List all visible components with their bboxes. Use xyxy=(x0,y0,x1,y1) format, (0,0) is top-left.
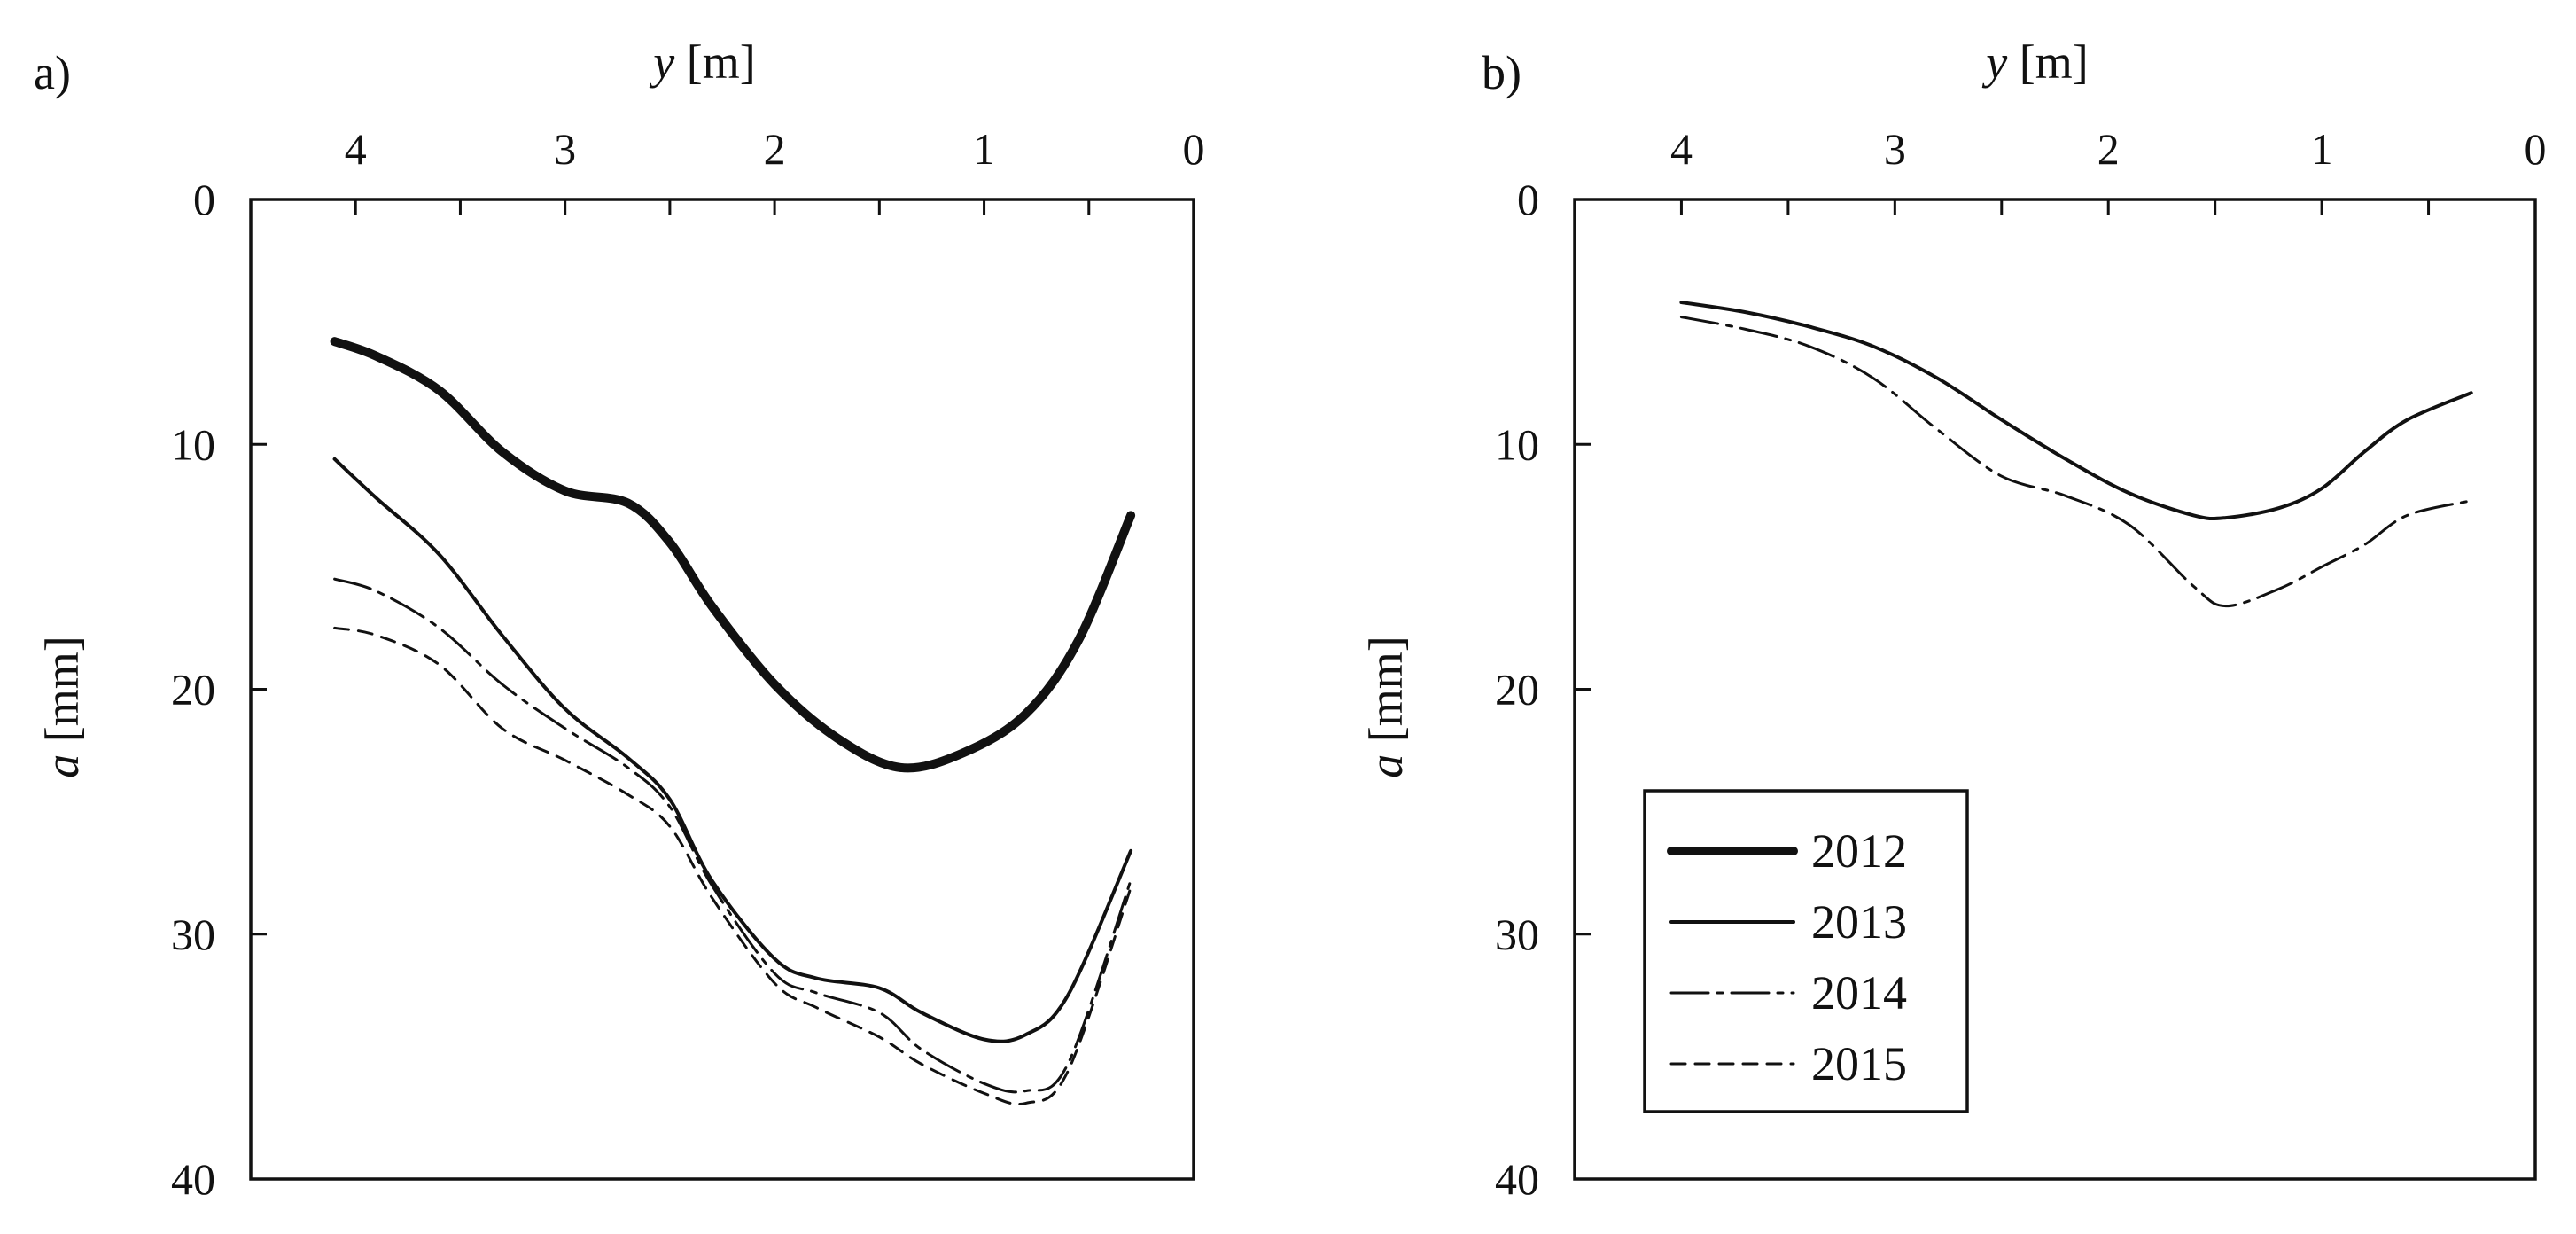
x-axis-variable: y xyxy=(649,35,674,89)
y-axis-title: a [mm] xyxy=(1359,636,1413,777)
x-tick-label: 1 xyxy=(2311,124,2333,174)
legend-label: 2012 xyxy=(1811,824,1907,878)
panel-label: b) xyxy=(1482,46,1521,99)
x-tick-label: 0 xyxy=(1183,124,1205,174)
y-tick-label: 10 xyxy=(1495,419,1539,469)
legend-box xyxy=(1643,789,1969,1113)
y-tick-label: 40 xyxy=(171,1154,215,1204)
legend-label: 2014 xyxy=(1811,966,1907,1019)
plot-frame xyxy=(1573,198,2537,1181)
series-line-2013 xyxy=(1679,301,2473,521)
x-tick-label: 2 xyxy=(764,124,786,174)
legend-label: 2013 xyxy=(1811,895,1907,949)
series-line-2014 xyxy=(333,577,1132,1094)
y-axis-variable: a xyxy=(35,754,89,778)
panel-label: a) xyxy=(34,46,71,99)
legend: 2012 2013 2014 2015 xyxy=(1643,789,1969,1113)
x-axis-title: y [m] xyxy=(649,35,755,89)
y-tick-label: 10 xyxy=(171,419,215,469)
x-axis-unit: [m] xyxy=(674,35,755,89)
y-axis-variable: a xyxy=(1359,754,1413,778)
y-axis-unit: [mm] xyxy=(1359,636,1413,754)
y-tick-label: 30 xyxy=(171,910,215,959)
series-line-2012 xyxy=(330,337,1136,773)
x-tick-label: 3 xyxy=(1884,124,1906,174)
x-tick-label: 0 xyxy=(2525,124,2547,174)
x-tick-label: 2 xyxy=(2097,124,2120,174)
y-tick-label: 0 xyxy=(1517,175,1539,224)
y-tick-label: 20 xyxy=(1495,665,1539,715)
series-line-2015 xyxy=(333,626,1132,1105)
y-axis-unit: [mm] xyxy=(35,636,89,754)
series-line-2014 xyxy=(1679,316,2473,608)
y-tick-label: 40 xyxy=(1495,1154,1539,1204)
x-axis-variable: y xyxy=(1981,35,2007,89)
x-axis-unit: [m] xyxy=(2007,35,2088,89)
y-axis-title: a [mm] xyxy=(35,636,89,777)
legend-label: 2015 xyxy=(1811,1037,1907,1090)
x-axis-title: y [m] xyxy=(1981,35,2088,89)
y-tick-label: 0 xyxy=(193,175,215,224)
series-line-2013 xyxy=(332,457,1133,1043)
x-tick-label: 1 xyxy=(973,124,995,174)
y-tick-label: 20 xyxy=(171,665,215,715)
x-tick-label: 4 xyxy=(345,124,367,174)
x-tick-label: 4 xyxy=(1670,124,1693,174)
x-tick-label: 3 xyxy=(554,124,576,174)
y-tick-label: 30 xyxy=(1495,910,1539,959)
